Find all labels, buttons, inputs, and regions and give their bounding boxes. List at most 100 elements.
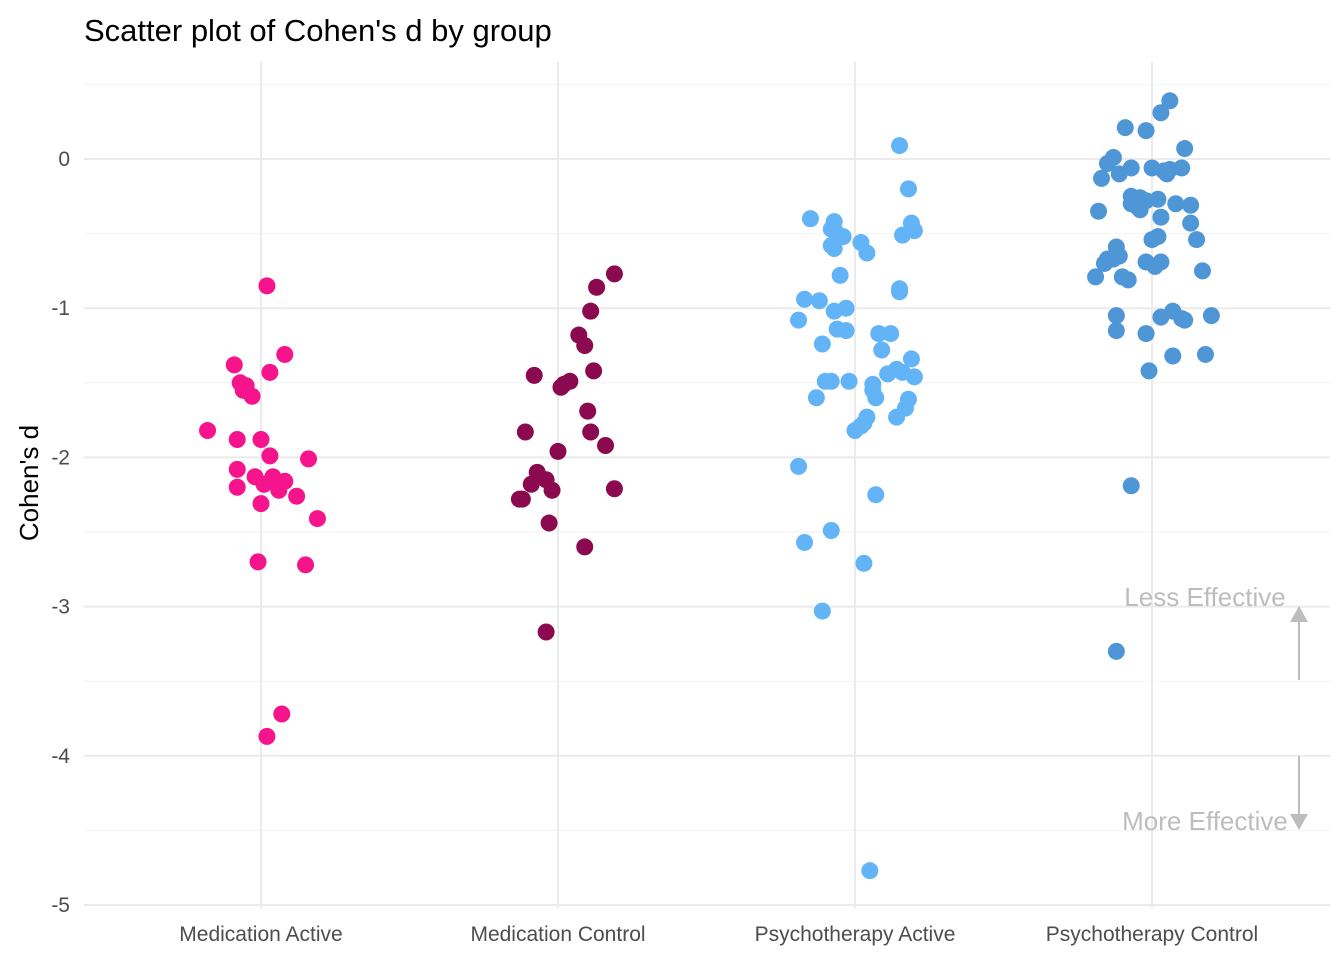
data-point [1119, 271, 1137, 289]
data-point [261, 447, 279, 465]
data-points [199, 92, 1220, 880]
data-point [834, 228, 852, 246]
data-point [1107, 642, 1125, 660]
data-point [288, 487, 306, 505]
data-point [840, 372, 858, 390]
data-point [801, 210, 819, 228]
y-tick-label: -5 [51, 894, 70, 917]
up-arrow-icon [1290, 606, 1308, 622]
data-point [1095, 254, 1113, 272]
chart-title: Scatter plot of Cohen's d by group [84, 13, 552, 48]
data-point [1137, 122, 1155, 140]
data-point [522, 475, 540, 493]
data-point [270, 481, 288, 499]
data-point [1110, 165, 1128, 183]
data-point [228, 460, 246, 478]
data-point [1137, 325, 1155, 343]
data-point [905, 368, 923, 386]
data-point [867, 389, 885, 407]
data-point [576, 337, 594, 354]
data-point [540, 514, 558, 532]
data-point [605, 265, 623, 283]
data-point [1107, 322, 1125, 340]
data-point [1152, 104, 1170, 122]
data-point [891, 283, 909, 301]
data-point [1152, 308, 1170, 326]
data-point [1173, 159, 1191, 177]
data-point [1182, 214, 1200, 232]
x-tick-label: Psychotherapy Control [1046, 923, 1258, 946]
data-point [813, 335, 831, 353]
x-tick-label: Medication Active [179, 923, 342, 946]
data-point [516, 423, 534, 441]
data-point [252, 430, 270, 448]
data-point [276, 345, 294, 363]
data-point [576, 538, 594, 556]
data-point [243, 387, 261, 405]
less-effective-label: Less Effective [1124, 582, 1285, 612]
data-point [255, 475, 273, 493]
data-point [891, 137, 909, 155]
data-point [882, 325, 900, 343]
data-point [790, 311, 808, 329]
data-point [513, 490, 531, 508]
data-point [297, 556, 315, 574]
data-point [582, 423, 600, 441]
y-tick-label: -2 [51, 446, 70, 469]
data-point [261, 363, 279, 381]
data-point [1188, 231, 1206, 249]
data-point [1158, 165, 1176, 183]
data-point [582, 302, 600, 320]
effect-annotations: Less Effective More Effective [1122, 582, 1308, 836]
y-tick-label: -1 [51, 297, 70, 320]
data-point [1176, 140, 1194, 158]
data-point [1167, 195, 1185, 213]
data-point [1176, 311, 1194, 329]
data-point [796, 290, 814, 308]
data-point [1087, 268, 1105, 286]
data-point [579, 402, 597, 420]
data-point [1146, 257, 1164, 275]
data-point [899, 180, 917, 198]
data-point [822, 372, 840, 390]
data-point [1202, 307, 1220, 325]
data-point [549, 442, 567, 460]
data-point [552, 378, 570, 396]
data-point [537, 623, 555, 641]
data-point [1193, 262, 1211, 280]
data-point [1093, 169, 1111, 187]
data-point [858, 244, 876, 262]
data-point [258, 277, 276, 295]
data-point [252, 495, 270, 513]
data-point [796, 533, 814, 551]
data-point [1143, 231, 1161, 249]
data-point [300, 450, 318, 468]
y-axis-label: Cohen's d [14, 425, 44, 541]
x-tick-label: Psychotherapy Active [755, 923, 956, 946]
x-tick-label: Medication Control [470, 923, 645, 946]
data-point [228, 430, 246, 448]
data-point [199, 422, 217, 440]
data-point [810, 292, 828, 310]
data-point [1182, 196, 1200, 214]
data-point [308, 510, 326, 528]
data-point [1116, 119, 1134, 137]
data-point [585, 362, 603, 380]
data-point [861, 862, 879, 880]
data-point [543, 481, 561, 499]
data-point [249, 553, 267, 571]
data-point [825, 240, 843, 258]
data-point [873, 341, 891, 359]
data-point [228, 478, 246, 496]
data-point [1090, 202, 1108, 220]
data-point [894, 226, 912, 244]
axes: -5 -4 -3 -2 -1 0 Medication Active Medication C… [51, 148, 1258, 946]
data-point [1196, 345, 1214, 363]
data-point [1122, 477, 1140, 495]
data-point [867, 486, 885, 504]
data-point [879, 365, 897, 383]
data-point [837, 299, 855, 317]
data-point [1152, 208, 1170, 226]
data-point [1131, 201, 1149, 219]
